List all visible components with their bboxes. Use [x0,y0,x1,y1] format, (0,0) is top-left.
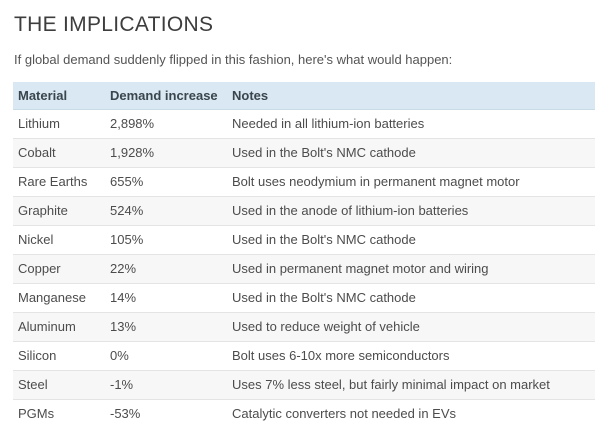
demand-increase-cell: 13% [105,312,227,342]
notes-cell: Used in permanent magnet motor and wirin… [227,254,595,284]
table-body: Lithium 2,898% Needed in all lithium-ion… [13,109,595,428]
table-row: Lithium 2,898% Needed in all lithium-ion… [13,109,595,139]
demand-increase-cell: 524% [105,196,227,226]
column-header-demand-increase: Demand increase [105,82,227,110]
material-cell: PGMs [13,399,105,428]
notes-cell: Used in the Bolt's NMC cathode [227,283,595,313]
demand-increase-cell: 105% [105,225,227,255]
notes-cell: Used in the Bolt's NMC cathode [227,225,595,255]
implications-table: Material Demand increase Notes Lithium 2… [13,82,595,428]
demand-increase-cell: 2,898% [110,116,155,131]
demand-increase-cell: 22% [105,254,227,284]
material-cell: Cobalt [13,138,105,168]
demand-increase-cell: -53% [105,399,227,428]
demand-increase-cell: 14% [105,283,227,313]
material-cell: Manganese [13,283,105,313]
table-row: Copper 22% Used in permanent magnet moto… [13,254,595,284]
demand-increase-cell: 655% [105,167,227,197]
material-cell: Lithium [18,116,60,131]
article-page: THE IMPLICATIONS If global demand sudden… [0,12,611,428]
notes-cell: Bolt uses 6-10x more semiconductors [227,341,595,371]
table-row: Manganese 14% Used in the Bolt's NMC cat… [13,283,595,313]
material-cell: Nickel [13,225,105,255]
demand-increase-cell: -1% [105,370,227,400]
material-cell: Aluminum [13,312,105,342]
material-cell: Silicon [13,341,105,371]
table-header-row: Material Demand increase Notes [13,82,595,110]
column-header-notes: Notes [227,82,595,110]
column-header-material: Material [13,82,105,110]
notes-cell: Used to reduce weight of vehicle [227,312,595,342]
material-cell: Rare Earths [13,167,105,197]
demand-increase-cell: 1,928% [105,138,227,168]
table-row: PGMs -53% Catalytic converters not neede… [13,399,595,428]
notes-cell: Uses 7% less steel, but fairly minimal i… [227,370,595,400]
page-title: THE IMPLICATIONS [14,13,214,36]
notes-cell: Used in the anode of lithium-ion batteri… [227,196,595,226]
notes-cell: Used in the Bolt's NMC cathode [227,138,595,168]
table-row: Cobalt 1,928% Used in the Bolt's NMC cat… [13,138,595,168]
table-row: Graphite 524% Used in the anode of lithi… [13,196,595,226]
material-cell: Steel [13,370,105,400]
notes-cell: Catalytic converters not needed in EVs [227,399,595,428]
table-row: Rare Earths 655% Bolt uses neodymium in … [13,167,595,197]
material-cell: Copper [13,254,105,284]
table-row: Nickel 105% Used in the Bolt's NMC catho… [13,225,595,255]
table-row: Steel -1% Uses 7% less steel, but fairly… [13,370,595,400]
material-cell: Graphite [13,196,105,226]
intro-text: If global demand suddenly flipped in thi… [14,52,453,67]
notes-cell: Bolt uses neodymium in permanent magnet … [227,167,595,197]
demand-increase-cell: 0% [105,341,227,371]
table-row: Aluminum 13% Used to reduce weight of ve… [13,312,595,342]
notes-cell: Needed in all lithium-ion batteries [232,116,425,131]
table-row: Silicon 0% Bolt uses 6-10x more semicond… [13,341,595,371]
